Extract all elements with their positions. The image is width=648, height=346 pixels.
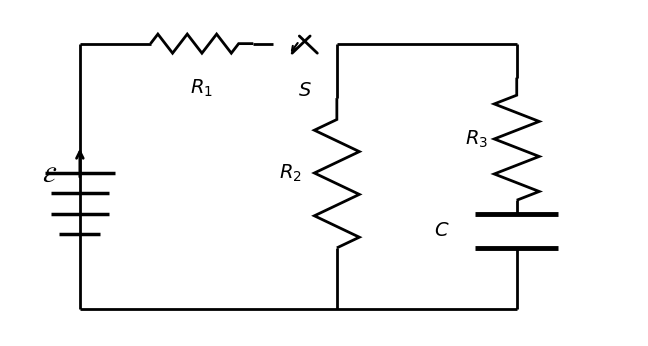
Text: $R_1$: $R_1$ [191, 78, 213, 99]
Text: $S$: $S$ [298, 81, 312, 100]
Text: $C$: $C$ [434, 221, 449, 240]
Text: $\mathcal{E}$: $\mathcal{E}$ [42, 166, 58, 186]
Text: $R_3$: $R_3$ [465, 128, 488, 149]
Text: $R_2$: $R_2$ [279, 162, 301, 184]
